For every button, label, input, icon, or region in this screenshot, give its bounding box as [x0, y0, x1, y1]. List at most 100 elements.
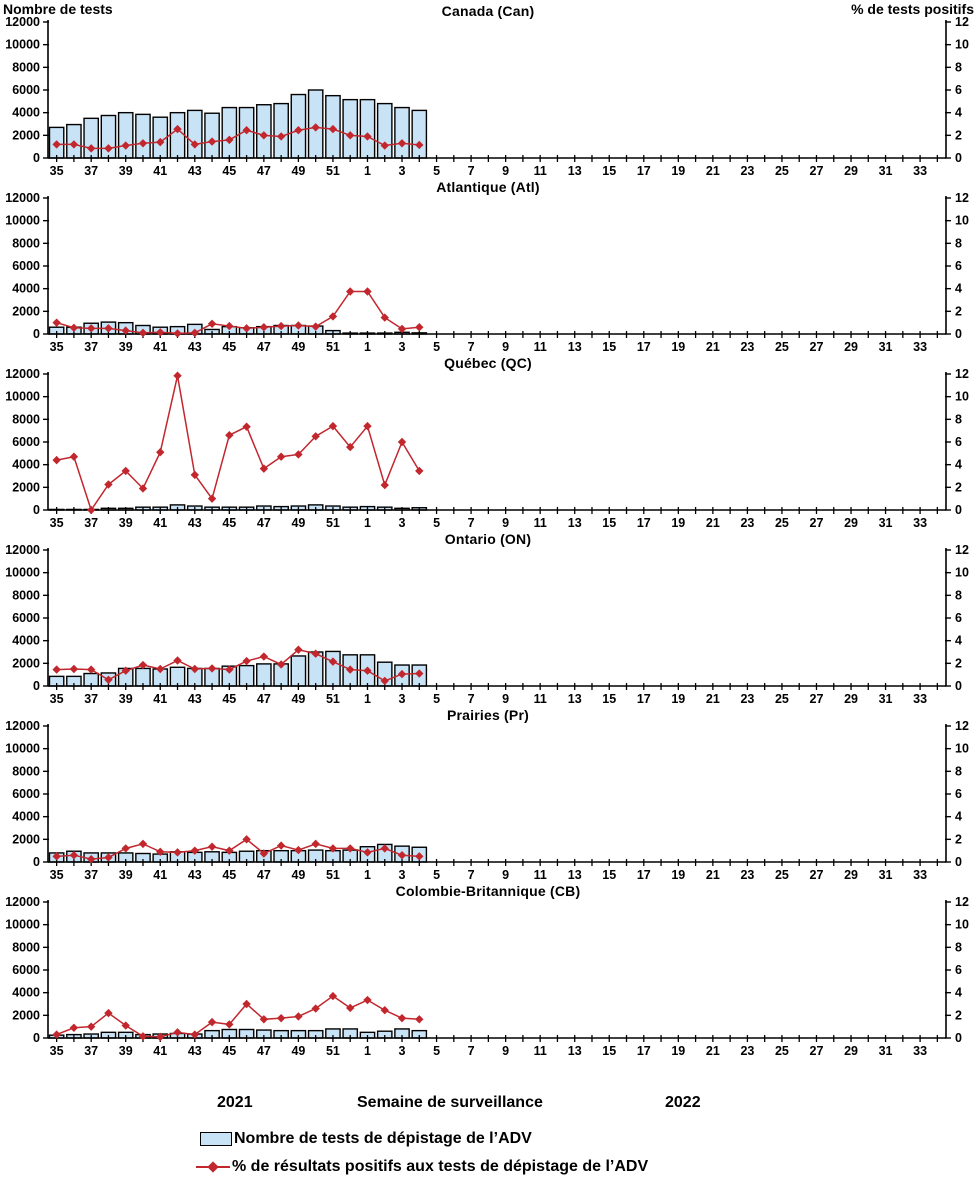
data-point-marker — [276, 452, 286, 461]
data-point-marker — [311, 1004, 320, 1013]
x-axis-title: Semaine de surveillance — [357, 1094, 543, 1111]
tick-label: 4000 — [12, 634, 40, 648]
tick-label: 13 — [568, 692, 582, 704]
tick-label: 1 — [364, 164, 371, 176]
tick-label: 41 — [153, 164, 167, 176]
tick-label: 3 — [399, 516, 406, 528]
data-point-marker — [397, 437, 407, 447]
tick-label: 2000 — [12, 304, 40, 318]
tick-label: 35 — [50, 164, 64, 176]
tick-label: 0 — [33, 855, 40, 869]
tick-label: 29 — [844, 868, 858, 880]
tick-label: 47 — [257, 516, 271, 528]
data-point-marker — [294, 1012, 303, 1021]
tick-label: 17 — [637, 868, 651, 880]
data-point-marker — [173, 656, 182, 665]
tick-label: 47 — [257, 1044, 271, 1056]
tick-label: 37 — [84, 1044, 98, 1056]
tick-label: 51 — [326, 1044, 340, 1056]
data-point-marker — [415, 140, 424, 150]
panel-title-quebec: Québec (QC) — [444, 355, 532, 371]
data-point-marker — [207, 494, 217, 503]
data-point-marker — [52, 318, 61, 327]
tick-label: 23 — [740, 1044, 754, 1056]
tick-label: 3 — [399, 692, 406, 704]
tick-label: 8000 — [12, 764, 40, 778]
tick-label: 15 — [602, 1044, 616, 1056]
data-point-marker — [346, 287, 355, 296]
data-point-marker — [86, 505, 96, 515]
tick-label: 9 — [502, 1044, 509, 1056]
tick-label: 4000 — [12, 986, 40, 1000]
tick-label: 6000 — [12, 259, 40, 273]
data-point-marker — [86, 324, 96, 333]
data-point-marker — [397, 324, 407, 334]
tick-label: 4000 — [12, 106, 40, 120]
data-point-marker — [415, 1015, 424, 1024]
data-point-marker — [69, 452, 79, 461]
tick-label: 0 — [33, 1031, 40, 1045]
tick-label: 11 — [534, 1044, 547, 1056]
data-point-marker — [138, 660, 148, 670]
tick-label: 7 — [468, 516, 475, 528]
data-point-marker — [86, 144, 96, 153]
tick-label: 23 — [740, 516, 754, 528]
data-point-marker — [207, 319, 217, 328]
panel-canada: Nombre de tests Canada (Can) % de tests … — [0, 0, 976, 176]
data-point-marker — [259, 323, 269, 332]
tick-label: 13 — [568, 340, 582, 352]
tick-label: 6000 — [12, 611, 40, 625]
line-legend-swatch — [196, 1160, 230, 1174]
tick-label: 1 — [364, 692, 371, 704]
bar-legend-label: Nombre de tests de dépistage de l’ADV — [234, 1130, 532, 1147]
tick-label: 25 — [775, 868, 789, 880]
tick-label: 29 — [844, 1044, 858, 1056]
data-point-marker — [207, 137, 217, 146]
tick-label: 37 — [84, 516, 98, 528]
data-point-marker — [86, 665, 96, 674]
legend-entry-tests: Nombre de tests de dépistage de l’ADV — [200, 1130, 532, 1148]
tick-label: 8 — [955, 940, 962, 954]
tick-label: 23 — [740, 164, 754, 176]
data-point-marker — [121, 844, 130, 853]
tick-label: 33 — [913, 516, 927, 528]
tick-label: 8000 — [12, 236, 40, 250]
tick-label: 41 — [153, 868, 167, 880]
data-point-marker — [380, 480, 389, 490]
tick-label: 10 — [955, 918, 969, 932]
tick-label: 31 — [879, 1044, 893, 1056]
bars-series — [48, 1028, 428, 1039]
tick-label: 27 — [810, 692, 824, 704]
tick-label: 17 — [637, 692, 651, 704]
tick-label: 15 — [602, 692, 616, 704]
tick-label: 15 — [602, 340, 616, 352]
tick-label: 0 — [33, 679, 40, 693]
tick-label: 51 — [326, 692, 340, 704]
data-point-marker — [173, 371, 182, 380]
tick-label: 21 — [706, 1044, 720, 1056]
data-point-marker — [415, 669, 424, 678]
tick-label: 4000 — [12, 458, 40, 472]
data-point-marker — [207, 1017, 217, 1027]
tick-label: 12000 — [5, 543, 40, 557]
tick-label: 19 — [671, 868, 685, 880]
data-point-marker — [294, 450, 303, 459]
tick-label: 49 — [291, 1044, 305, 1056]
tick-label: 49 — [291, 692, 305, 704]
tick-label: 33 — [913, 340, 927, 352]
tick-label: 8000 — [12, 940, 40, 954]
tick-label: 17 — [637, 516, 651, 528]
data-point-marker — [311, 123, 320, 132]
data-point-marker — [259, 849, 269, 858]
data-point-marker — [52, 455, 61, 465]
data-point-marker — [121, 141, 130, 150]
tick-label: 3 — [399, 1044, 406, 1056]
tick-label: 1 — [364, 340, 371, 352]
